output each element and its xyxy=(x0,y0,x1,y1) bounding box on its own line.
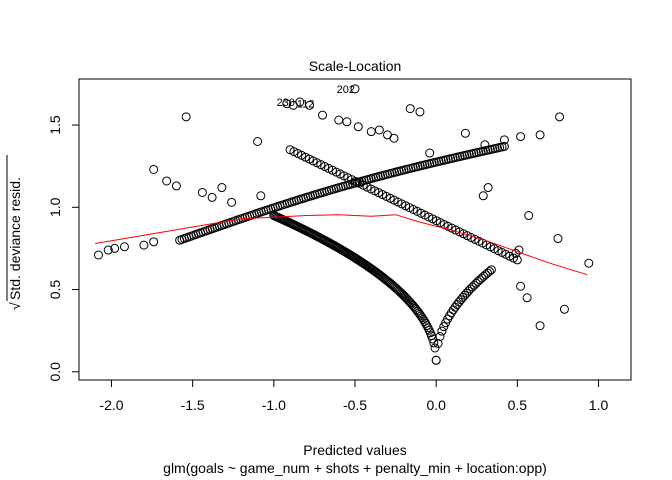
chart-title: Scale-Location xyxy=(309,58,402,74)
x-axis: -2.0 -1.5 -1.0 -0.5 0.0 0.5 1.0 xyxy=(99,379,609,413)
data-point xyxy=(535,321,545,331)
data-point xyxy=(171,181,181,191)
data-point xyxy=(253,137,263,147)
y-axis-title-radical: √ xyxy=(7,302,23,310)
data-point xyxy=(437,326,447,336)
x-tick-label: -1.5 xyxy=(181,397,205,413)
data-point xyxy=(584,258,594,268)
data-point xyxy=(110,243,120,253)
data-point xyxy=(514,245,524,255)
data-point xyxy=(353,122,363,132)
data-point xyxy=(486,265,496,275)
data-point xyxy=(524,211,534,221)
data-point xyxy=(535,130,545,140)
data-point xyxy=(480,140,490,150)
y-tick-label: 1.5 xyxy=(47,115,63,135)
data-point xyxy=(435,332,445,342)
point-labels: 202 230 112 xyxy=(277,84,355,111)
point-label: 202 xyxy=(337,84,355,96)
data-point xyxy=(162,176,172,186)
y-axis: 0.0 0.5 1.0 1.5 xyxy=(47,115,80,382)
data-point xyxy=(478,191,488,201)
data-point xyxy=(342,117,352,127)
x-axis-title: Predicted values xyxy=(303,442,407,458)
data-point xyxy=(559,304,569,314)
data-point xyxy=(430,343,440,353)
data-point xyxy=(516,132,526,142)
data-point xyxy=(483,183,493,193)
data-point xyxy=(422,321,432,331)
data-point xyxy=(389,133,399,143)
y-tick-label: 1.0 xyxy=(47,197,63,217)
data-point xyxy=(334,115,344,125)
y-tick-label: 0.0 xyxy=(47,362,63,382)
x-tick-label: 1.0 xyxy=(589,397,609,413)
y-axis-title-text: Std. deviance resid. xyxy=(7,177,23,300)
data-point xyxy=(181,112,191,122)
data-point xyxy=(516,281,526,291)
data-point xyxy=(499,141,509,151)
data-point xyxy=(207,192,217,202)
data-point xyxy=(405,104,415,114)
data-point xyxy=(197,187,207,197)
data-point xyxy=(522,293,532,303)
x-tick-label: -2.0 xyxy=(99,397,123,413)
point-label: 112 xyxy=(297,99,315,111)
data-point xyxy=(499,135,509,145)
data-point xyxy=(429,338,439,348)
data-point xyxy=(318,110,328,120)
data-point xyxy=(139,240,149,250)
data-point xyxy=(431,355,441,365)
x-tick-label: -1.0 xyxy=(262,397,286,413)
data-point xyxy=(425,148,435,158)
points-layer xyxy=(93,84,594,365)
data-point xyxy=(295,97,305,107)
chart-subtitle: glm(goals ~ game_num + shots + penalty_m… xyxy=(163,460,547,476)
data-point xyxy=(305,100,315,110)
data-point xyxy=(415,107,425,117)
data-point xyxy=(282,99,292,109)
data-point xyxy=(103,245,113,255)
y-axis-title: √ Std. deviance resid. xyxy=(6,155,23,310)
data-point xyxy=(484,266,494,276)
data-point xyxy=(460,128,470,138)
data-point xyxy=(511,248,521,258)
data-point xyxy=(553,234,563,244)
data-point xyxy=(149,164,159,174)
data-point xyxy=(512,255,522,265)
smooth-line xyxy=(95,214,588,276)
data-point xyxy=(93,250,103,260)
x-tick-label: 0.5 xyxy=(508,397,528,413)
data-point xyxy=(149,237,159,247)
x-tick-label: -0.5 xyxy=(343,397,367,413)
data-point xyxy=(374,125,384,135)
data-point xyxy=(555,112,565,122)
point-label: 230 xyxy=(277,97,295,109)
x-tick-label: 0.0 xyxy=(426,397,446,413)
data-point xyxy=(433,338,443,348)
y-tick-label: 0.5 xyxy=(47,280,63,300)
data-point xyxy=(448,305,458,315)
data-point xyxy=(119,242,129,252)
data-point xyxy=(350,84,360,94)
data-point xyxy=(366,127,376,137)
data-point xyxy=(227,197,237,207)
data-point xyxy=(256,191,266,201)
data-point xyxy=(217,183,227,193)
